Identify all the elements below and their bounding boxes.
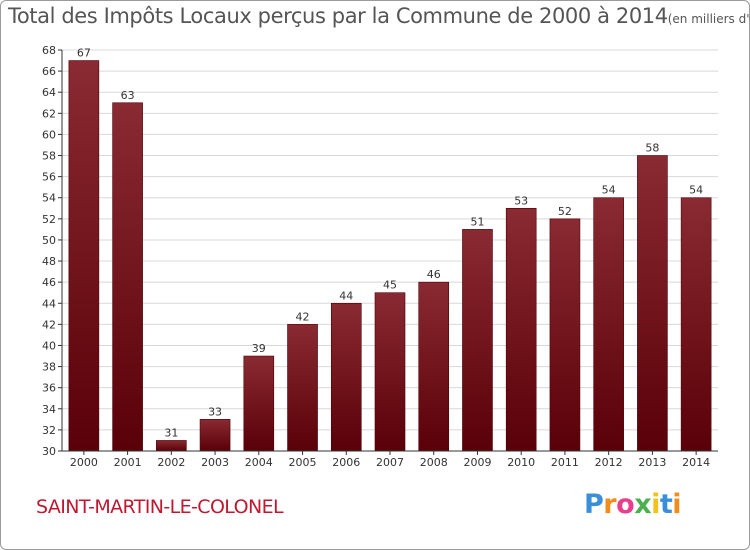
data-label: 39	[252, 342, 266, 355]
y-tick-label: 48	[42, 255, 56, 268]
data-label: 46	[427, 268, 441, 281]
x-tick-label: 2010	[507, 456, 535, 469]
data-label: 42	[296, 310, 310, 323]
y-tick-label: 32	[42, 424, 56, 437]
chart-unit-label: (en milliers d'€)	[667, 12, 750, 26]
bar	[418, 281, 450, 452]
x-tick-label: 2001	[114, 456, 142, 469]
data-label: 45	[383, 279, 397, 292]
y-tick-label: 34	[42, 403, 56, 416]
data-label: 31	[164, 426, 178, 439]
x-tick-label: 2007	[376, 456, 404, 469]
y-tick-label: 36	[42, 382, 56, 395]
data-label: 67	[77, 47, 91, 60]
y-tick-label: 60	[42, 128, 56, 141]
y-tick-label: 44	[42, 297, 56, 310]
logo-letter: t	[659, 489, 673, 520]
bar	[505, 207, 537, 452]
x-tick-label: 2005	[289, 456, 317, 469]
x-tick-label: 2008	[420, 456, 448, 469]
x-tick-label: 2009	[463, 456, 491, 469]
y-tick-label: 40	[42, 339, 56, 352]
bar	[199, 419, 231, 452]
x-tick-label: 2013	[638, 456, 666, 469]
data-label: 53	[514, 194, 528, 207]
bar	[549, 218, 581, 452]
y-tick-label: 58	[42, 150, 56, 163]
y-tick-label: 56	[42, 171, 56, 184]
x-tick-label: 2014	[682, 456, 710, 469]
proxiti-logo: Proxiti	[584, 489, 682, 520]
y-tick-label: 38	[42, 361, 56, 374]
x-tick-label: 2011	[551, 456, 579, 469]
data-label: 51	[470, 215, 484, 228]
y-tick-label: 52	[42, 213, 56, 226]
bar	[637, 155, 668, 452]
data-label: 52	[558, 205, 572, 218]
y-tick-label: 68	[42, 44, 56, 57]
bar	[374, 292, 406, 452]
bar	[68, 60, 100, 452]
x-tick-label: 2003	[201, 456, 229, 469]
bar	[330, 302, 362, 452]
data-label: 58	[645, 142, 659, 155]
data-label: 54	[602, 184, 616, 197]
bar	[680, 197, 712, 452]
x-tick-label: 2012	[595, 456, 623, 469]
logo-letter: i	[651, 489, 660, 520]
data-label: 63	[121, 89, 135, 102]
bar	[462, 229, 493, 452]
y-tick-label: 46	[42, 276, 56, 289]
y-tick-label: 50	[42, 234, 56, 247]
data-label: 54	[689, 184, 703, 197]
y-tick-label: 54	[42, 192, 56, 205]
x-tick-label: 2002	[157, 456, 185, 469]
data-label: 33	[208, 405, 222, 418]
bar	[287, 324, 318, 452]
bar	[156, 440, 187, 452]
y-tick-label: 66	[42, 65, 56, 78]
y-tick-label: 62	[42, 107, 56, 120]
bar	[243, 355, 275, 452]
data-label: 44	[339, 289, 353, 302]
x-tick-label: 2006	[332, 456, 360, 469]
logo-letter: i	[672, 489, 682, 520]
logo-letter: x	[634, 489, 652, 520]
x-tick-label: 2004	[245, 456, 273, 469]
y-tick-label: 64	[42, 86, 56, 99]
y-tick-label: 42	[42, 318, 56, 331]
commune-name: SAINT-MARTIN-LE-COLONEL	[36, 496, 284, 518]
bar	[112, 102, 143, 452]
logo-letter: r	[603, 489, 617, 520]
x-tick-label: 2000	[70, 456, 98, 469]
logo-letter: o	[616, 489, 635, 520]
bar	[593, 197, 624, 452]
chart-title: Total des Impôts Locaux perçus par la Co…	[8, 4, 750, 28]
chart-title-text: Total des Impôts Locaux perçus par la Co…	[8, 4, 668, 28]
y-tick-label: 30	[42, 445, 56, 458]
logo-letter: P	[584, 489, 604, 520]
